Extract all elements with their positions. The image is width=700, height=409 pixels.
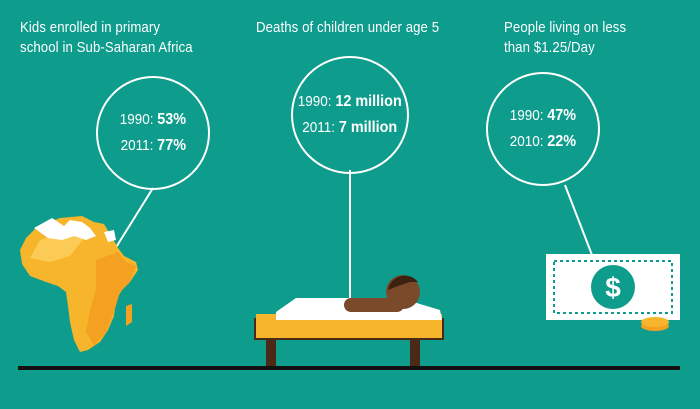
stat-circle-child-deaths: 1990: 12 million 2011: 7 million — [291, 56, 409, 174]
stat-line-2011: 2011: 77% — [120, 133, 185, 159]
ground-line — [18, 366, 680, 370]
stat-value: 47% — [547, 107, 577, 124]
panel-title-poverty-line2: than $1.25/Day — [504, 39, 595, 56]
stat-value: 22% — [547, 133, 577, 150]
africa-map-illustration — [20, 216, 138, 352]
bill-border — [553, 260, 673, 314]
stat-year: 2011: — [302, 119, 336, 136]
panel-title-child-deaths-line1: Deaths of children under age 5 — [256, 19, 440, 36]
dollar-sign-icon: $ — [605, 272, 621, 303]
stat-value: 7 million — [339, 119, 398, 136]
panel-title-school-line1: Kids enrolled in primary — [20, 19, 161, 36]
panel-title-poverty: People living on less than $1.25/Day — [504, 18, 626, 58]
coin-top — [641, 317, 669, 327]
child-hair — [388, 275, 418, 290]
dollar-bill-illustration: $ — [546, 254, 680, 331]
bed-leg-left — [266, 340, 276, 368]
stat-line-2011: 2011: 7 million — [303, 115, 398, 141]
stat-line-1990: 1990: 47% — [510, 103, 576, 129]
stat-line-1990: 1990: 53% — [120, 107, 186, 133]
stat-year: 1990: — [509, 107, 544, 124]
stat-year: 1990: — [119, 111, 154, 128]
child-in-bed-illustration — [254, 275, 444, 368]
stat-value: 77% — [156, 137, 186, 154]
stat-value: 12 million — [335, 93, 402, 110]
stat-value: 53% — [157, 111, 187, 128]
stat-circle-poverty: 1990: 47% 2010: 22% — [486, 72, 600, 186]
stat-year: 2010: — [509, 133, 544, 150]
stat-line-2010: 2010: 22% — [510, 129, 576, 155]
panel-title-school: Kids enrolled in primary school in Sub-S… — [20, 18, 193, 58]
bill-seal — [591, 265, 635, 309]
stat-year: 2011: — [120, 137, 154, 154]
panel-title-poverty-line1: People living on less — [504, 19, 627, 36]
panel-title-school-line2: school in Sub-Saharan Africa — [20, 39, 193, 56]
panel-title-child-deaths: Deaths of children under age 5 — [256, 18, 439, 38]
stat-circle-school: 1990: 53% 2011: 77% — [96, 76, 210, 190]
stat-line-1990: 1990: 12 million — [298, 89, 402, 115]
bed-leg-right — [410, 340, 420, 368]
connector-line-poverty — [564, 184, 593, 256]
stat-year: 1990: — [298, 93, 332, 110]
